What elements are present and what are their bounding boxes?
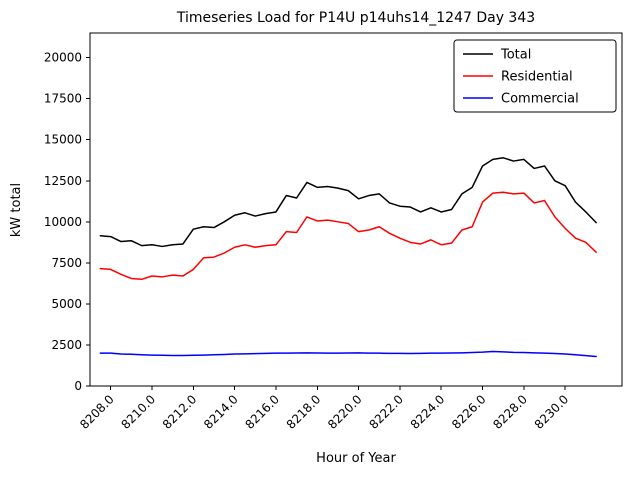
series-line-total bbox=[99, 157, 597, 248]
x-tick-label: 8208.0 bbox=[77, 392, 117, 432]
x-tick-label: 8224.0 bbox=[408, 392, 448, 432]
x-tick-label: 8214.0 bbox=[201, 392, 241, 432]
x-tick-label: 8212.0 bbox=[160, 392, 200, 432]
x-tick-label: 8220.0 bbox=[325, 392, 365, 432]
y-axis-label: kW total bbox=[9, 183, 24, 237]
x-tick-label: 8226.0 bbox=[449, 392, 489, 432]
legend-label-commercial: Commercial bbox=[501, 92, 579, 107]
y-tick-label: 7500 bbox=[51, 256, 82, 270]
y-tick-label: 10000 bbox=[44, 215, 82, 229]
x-axis-label: Hour of Year bbox=[316, 451, 396, 466]
legend-layer: Total Residential Commercial bbox=[453, 39, 617, 113]
x-tick-label: 8230.0 bbox=[532, 392, 572, 432]
y-tick-label: 17500 bbox=[44, 92, 82, 106]
legend-label-residential: Residential bbox=[501, 70, 573, 85]
y-tick-label: 0 bbox=[74, 379, 82, 393]
x-tick-label: 8210.0 bbox=[119, 392, 159, 432]
y-tick-label: 5000 bbox=[51, 297, 82, 311]
plot-border bbox=[89, 32, 623, 387]
x-tick-label: 8216.0 bbox=[242, 392, 282, 432]
y-tick-label: 15000 bbox=[44, 133, 82, 147]
x-tick-label: 8218.0 bbox=[284, 392, 324, 432]
y-tick-label: 12500 bbox=[44, 174, 82, 188]
y-tick-label: 20000 bbox=[44, 51, 82, 65]
series-layer bbox=[99, 157, 597, 358]
legend-label-total: Total bbox=[500, 48, 531, 63]
y-tick-label: 2500 bbox=[51, 338, 82, 352]
series-line-commercial bbox=[99, 350, 597, 358]
x-tick-label: 8222.0 bbox=[366, 392, 406, 432]
legend-box bbox=[453, 39, 617, 113]
x-tick-label: 8228.0 bbox=[490, 392, 530, 432]
series-line-residential bbox=[99, 191, 597, 281]
chart-title: Timeseries Load for P14U p14uhs14_1247 D… bbox=[176, 10, 535, 26]
